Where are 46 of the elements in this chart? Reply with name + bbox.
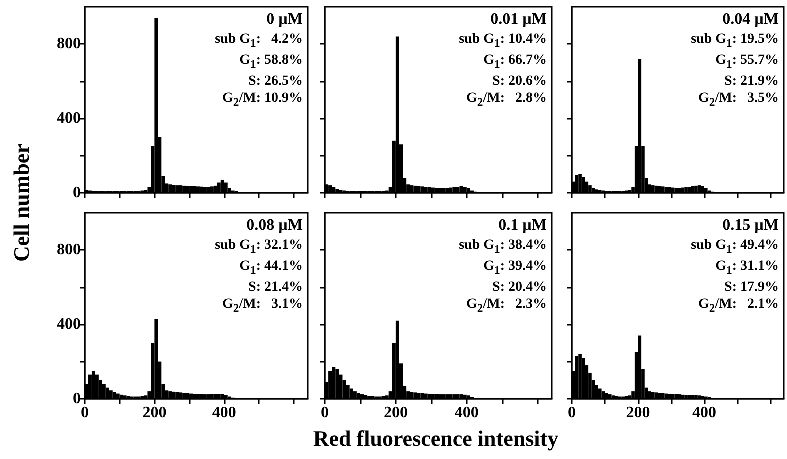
x-tick-label: 400 [212,404,236,422]
annotation: sub G$_{1}$: 32.1% [215,237,303,258]
x-tick-label: 0 [321,404,329,422]
y-tick-label: 400 [57,316,81,334]
annotation: G$_{1}$: 44.1% [238,258,303,279]
chart-title: 0.04 µM [722,11,779,28]
annotation: G$_{2}$/M: 2.1% [698,296,779,316]
y-axis-title: Cell number [9,144,35,262]
annotation: S: 26.5% [248,72,303,90]
y-tick-label: 800 [57,242,81,259]
annotation: G$_{1}$: 55.7% [714,52,779,73]
annotation: sub G$_{1}$: 49.4% [691,237,779,258]
x-tick-label: 400 [454,404,479,422]
annotation: sub G$_{1}$: 38.4% [459,237,547,258]
chart-title: 0.15 µM [722,217,779,234]
annotation: S: 17.9% [724,278,779,296]
x-axis-title: Red fluorescence intensity [313,426,559,452]
y-tick-label: 0 [73,390,81,408]
annotation: sub G$_{1}$: 10.4% [459,31,547,52]
annotation: G$_{1}$: 66.7% [482,52,547,73]
annotation: G$_{2}$/M: 3.5% [698,90,779,110]
annotation: S: 21.4% [248,278,303,296]
x-tick-label: 0 [568,404,576,422]
chart-title: 0.08 µM [246,217,303,234]
y-tick-label: 800 [57,36,81,53]
annotation: G$_{2}$/M: 2.8% [466,90,547,110]
chart-title: 0 µM [266,11,303,28]
annotation: G$_{2}$/M: 3.1% [222,296,303,316]
annotation: sub G$_{1}$: 19.5% [691,31,779,52]
x-tick-label: 200 [142,404,167,422]
x-tick-label: 400 [692,404,716,422]
y-tick-label: 0 [73,184,81,202]
x-tick-label: 200 [626,404,650,422]
annotation: sub G$_{1}$: 4.2% [215,31,303,52]
annotation: G$_{2}$/M: 2.3% [466,296,547,316]
y-tick-label: 400 [57,110,81,128]
annotation: G$_{1}$: 39.4% [482,258,547,279]
annotation: S: 20.6% [492,72,547,90]
annotation: S: 20.4% [492,278,547,296]
x-tick-label: 200 [384,404,408,422]
chart-title: 0.01 µM [490,11,547,28]
annotation: G$_{1}$: 58.8% [238,52,303,73]
chart-title: 0.1 µM [498,217,547,234]
annotation: G$_{1}$: 31.1% [714,258,779,279]
annotation: S: 21.9% [724,72,779,90]
annotation: G$_{2}$/M: 10.9% [222,90,303,110]
